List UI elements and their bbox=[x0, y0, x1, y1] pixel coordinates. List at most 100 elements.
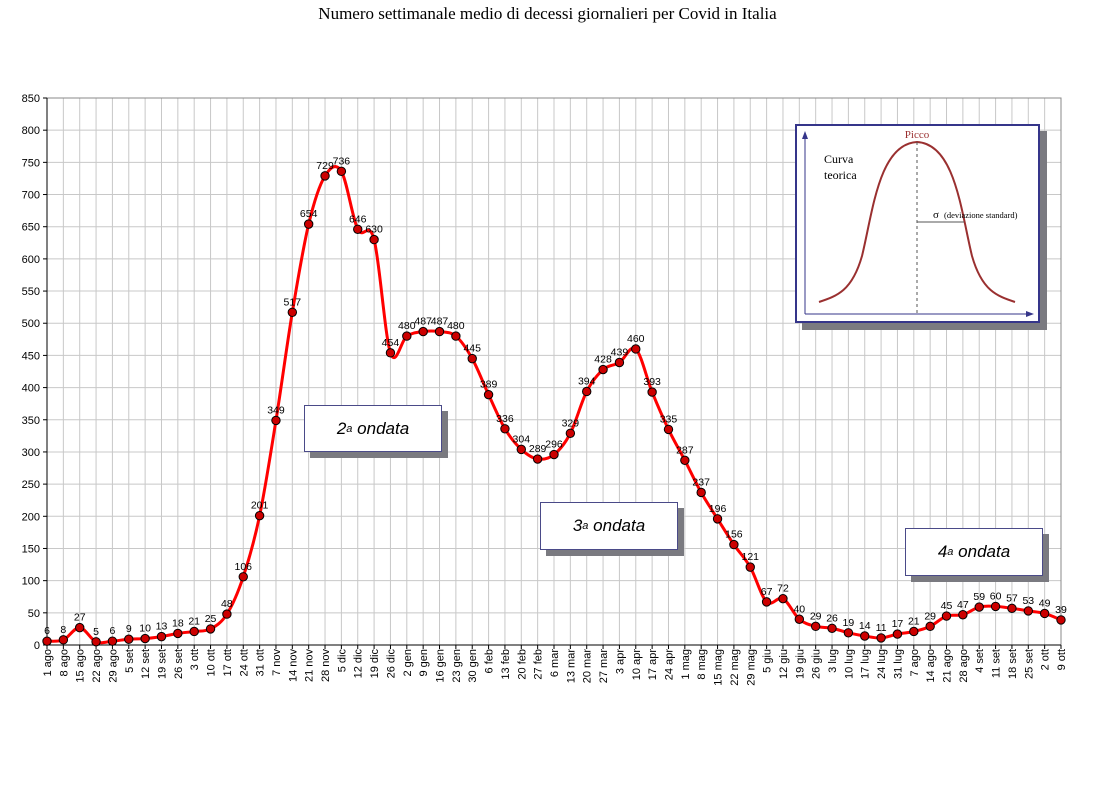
wave-4-sup: a bbox=[947, 546, 954, 558]
data-point-43 bbox=[745, 562, 755, 572]
wave-4-ord: 4 bbox=[937, 542, 948, 561]
x-tick-label-39: 1 mag bbox=[680, 649, 692, 680]
data-label-35: 439 bbox=[611, 346, 629, 358]
data-label-29: 304 bbox=[513, 433, 531, 445]
x-tick-label-33: 20 mar bbox=[582, 649, 594, 684]
data-label-13: 201 bbox=[251, 500, 269, 512]
x-tick-label-3: 22 ago bbox=[91, 649, 103, 683]
data-point-58 bbox=[990, 601, 1001, 612]
x-tick-label-19: 12 dic bbox=[353, 649, 365, 679]
x-tick-label-23: 9 gen bbox=[418, 649, 430, 677]
data-label-26: 445 bbox=[463, 343, 481, 355]
data-label-27: 389 bbox=[480, 379, 498, 391]
data-label-8: 18 bbox=[172, 617, 184, 629]
data-point-39 bbox=[680, 455, 690, 466]
x-tick-label-62: 9 ott bbox=[1056, 649, 1068, 670]
x-tick-label-5: 5 set bbox=[124, 649, 136, 673]
y-tick-label-16: 800 bbox=[22, 125, 40, 137]
data-label-19: 646 bbox=[349, 213, 367, 225]
data-label-10: 25 bbox=[205, 613, 217, 625]
data-point-38 bbox=[663, 424, 674, 435]
y-tick-label-9: 450 bbox=[22, 350, 40, 362]
x-tick-label-38: 24 apr bbox=[663, 649, 675, 681]
x-tick-label-48: 3 lug bbox=[827, 649, 839, 673]
data-label-17: 729 bbox=[316, 160, 334, 172]
x-tick-label-57: 4 set bbox=[974, 649, 986, 673]
data-label-1: 8 bbox=[60, 624, 66, 636]
data-point-48 bbox=[827, 623, 837, 633]
data-point-20 bbox=[369, 234, 379, 245]
data-point-25 bbox=[451, 331, 461, 341]
data-label-42: 156 bbox=[725, 529, 743, 541]
data-point-52 bbox=[892, 629, 903, 639]
x-tick-label-54: 14 ago bbox=[925, 649, 937, 683]
data-label-2: 27 bbox=[74, 612, 86, 624]
data-point-42 bbox=[729, 539, 739, 550]
data-point-45 bbox=[778, 593, 788, 604]
x-tick-label-32: 13 mar bbox=[565, 649, 577, 684]
x-tick-label-60: 25 set bbox=[1023, 649, 1035, 679]
x-tick-label-55: 21 ago bbox=[942, 649, 954, 683]
data-point-47 bbox=[810, 621, 821, 632]
wave-2-sup: a bbox=[346, 422, 353, 435]
data-point-54 bbox=[925, 621, 935, 632]
data-point-8 bbox=[173, 628, 183, 639]
inset-theoretical-curve: Picco Curva teorica σ (deviazione standa… bbox=[795, 124, 1040, 323]
x-tick-label-49: 10 lug bbox=[843, 649, 855, 679]
data-point-21 bbox=[385, 348, 396, 358]
x-tick-label-29: 20 feb bbox=[516, 649, 528, 680]
x-tick-label-45: 12 giu bbox=[778, 649, 790, 679]
x-tick-label-12: 24 ott bbox=[238, 649, 250, 677]
chart-title: Numero settimanale medio di decessi gior… bbox=[318, 4, 777, 23]
data-point-35 bbox=[614, 357, 625, 368]
y-tick-label-13: 650 bbox=[22, 222, 40, 234]
data-point-34 bbox=[598, 364, 608, 375]
data-point-3 bbox=[91, 637, 101, 647]
x-tick-label-15: 14 nov bbox=[287, 649, 299, 683]
x-tick-label-43: 29 mag bbox=[745, 649, 757, 686]
data-label-9: 21 bbox=[188, 615, 200, 627]
y-tick-label-6: 300 bbox=[22, 447, 40, 459]
x-tick-label-8: 26 set bbox=[173, 649, 185, 679]
x-tick-label-24: 16 gen bbox=[435, 649, 447, 683]
inset-peak-label: Picco bbox=[905, 129, 930, 141]
data-point-40 bbox=[696, 487, 706, 498]
x-tick-label-2: 15 ago bbox=[75, 649, 87, 683]
data-label-50: 14 bbox=[859, 620, 871, 632]
data-point-51 bbox=[876, 633, 886, 643]
data-label-55: 45 bbox=[941, 600, 953, 612]
wave-3-text: ondata bbox=[593, 516, 646, 535]
data-label-39: 287 bbox=[676, 444, 694, 456]
data-point-49 bbox=[843, 628, 854, 638]
data-point-11 bbox=[222, 609, 232, 619]
data-point-29 bbox=[516, 444, 526, 455]
data-label-53: 21 bbox=[908, 615, 920, 627]
data-label-31: 296 bbox=[545, 439, 563, 451]
x-tick-label-14: 7 nov bbox=[271, 649, 283, 676]
x-tick-label-47: 26 giu bbox=[811, 649, 823, 679]
data-label-41: 196 bbox=[709, 503, 727, 515]
x-tick-label-9: 3 ott bbox=[189, 649, 201, 670]
data-label-16: 654 bbox=[300, 208, 318, 220]
x-tick-label-31: 6 mar bbox=[549, 649, 561, 677]
x-tick-label-59: 18 set bbox=[1007, 649, 1019, 679]
data-label-43: 121 bbox=[741, 551, 759, 563]
x-tick-label-58: 11 set bbox=[991, 649, 1003, 678]
data-label-24: 487 bbox=[431, 316, 449, 328]
data-point-0 bbox=[42, 636, 52, 646]
x-tick-label-53: 7 ago bbox=[909, 649, 921, 677]
data-label-59: 57 bbox=[1006, 592, 1018, 604]
x-tick-label-10: 10 ott bbox=[206, 649, 218, 677]
x-tick-label-61: 2 ott bbox=[1040, 649, 1052, 670]
x-tick-label-37: 17 apr bbox=[647, 649, 659, 681]
data-label-38: 335 bbox=[660, 413, 678, 425]
wave-2-ord: 2 bbox=[336, 418, 347, 438]
inset-y-arrow bbox=[802, 131, 808, 139]
x-axis-ticks: 1 ago 8 ago 15 ago 22 ago 29 ago 5 set 12 set 1… bbox=[42, 645, 1068, 686]
data-point-10 bbox=[205, 624, 216, 634]
wave-3-sup: a bbox=[582, 520, 589, 532]
x-tick-label-52: 31 lug bbox=[892, 649, 904, 679]
